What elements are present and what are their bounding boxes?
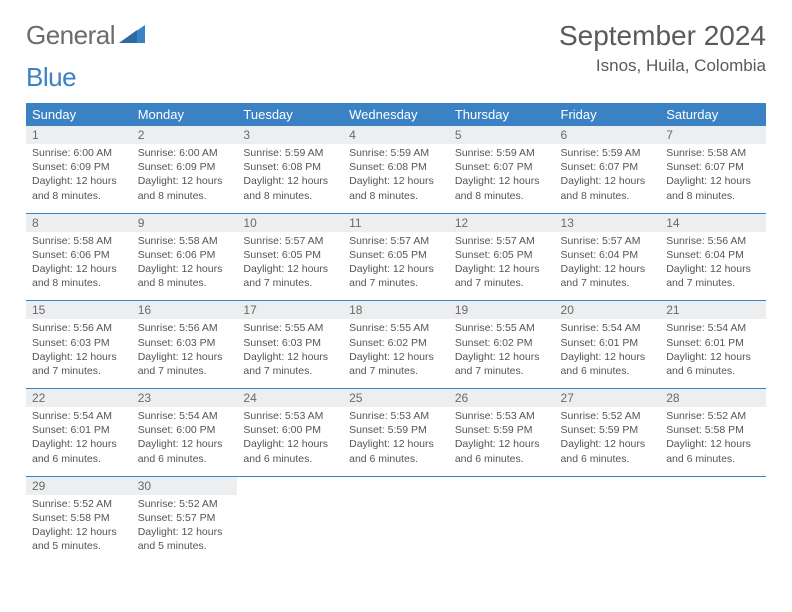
day-detail: Sunrise: 5:55 AMSunset: 6:03 PMDaylight:… xyxy=(237,319,343,388)
day-detail-row: Sunrise: 5:52 AMSunset: 5:58 PMDaylight:… xyxy=(26,495,766,564)
day-number: 8 xyxy=(26,214,132,232)
day-number-row: 891011121314 xyxy=(26,214,766,232)
day-number: 16 xyxy=(132,301,238,319)
title-block: September 2024 Isnos, Huila, Colombia xyxy=(559,20,766,76)
day-number: 3 xyxy=(237,126,343,144)
day-number-row: 2930 xyxy=(26,477,766,495)
empty-cell xyxy=(660,477,766,495)
day-detail: Sunrise: 5:54 AMSunset: 6:01 PMDaylight:… xyxy=(555,319,661,388)
day-detail: Sunrise: 5:59 AMSunset: 6:07 PMDaylight:… xyxy=(449,144,555,213)
day-number: 19 xyxy=(449,301,555,319)
empty-cell xyxy=(343,477,449,495)
day-detail: Sunrise: 5:58 AMSunset: 6:06 PMDaylight:… xyxy=(132,232,238,301)
logo-text-general: General xyxy=(26,20,115,51)
day-detail: Sunrise: 5:54 AMSunset: 6:01 PMDaylight:… xyxy=(660,319,766,388)
day-detail: Sunrise: 5:55 AMSunset: 6:02 PMDaylight:… xyxy=(343,319,449,388)
day-detail: Sunrise: 5:56 AMSunset: 6:03 PMDaylight:… xyxy=(26,319,132,388)
day-number: 25 xyxy=(343,389,449,407)
day-detail: Sunrise: 5:56 AMSunset: 6:03 PMDaylight:… xyxy=(132,319,238,388)
day-header: Wednesday xyxy=(343,103,449,126)
day-number-row: 1234567 xyxy=(26,126,766,144)
day-detail: Sunrise: 5:54 AMSunset: 6:01 PMDaylight:… xyxy=(26,407,132,476)
day-header: Tuesday xyxy=(237,103,343,126)
day-detail: Sunrise: 5:52 AMSunset: 5:57 PMDaylight:… xyxy=(132,495,238,564)
day-header: Saturday xyxy=(660,103,766,126)
day-number: 4 xyxy=(343,126,449,144)
day-detail-row: Sunrise: 5:56 AMSunset: 6:03 PMDaylight:… xyxy=(26,319,766,388)
empty-cell xyxy=(449,477,555,495)
calendar-header-row: SundayMondayTuesdayWednesdayThursdayFrid… xyxy=(26,103,766,126)
logo: General xyxy=(26,20,145,51)
day-number: 15 xyxy=(26,301,132,319)
day-number: 6 xyxy=(555,126,661,144)
empty-cell xyxy=(237,477,343,495)
day-number: 21 xyxy=(660,301,766,319)
day-number-row: 15161718192021 xyxy=(26,301,766,319)
empty-cell xyxy=(449,495,555,564)
day-detail: Sunrise: 5:57 AMSunset: 6:05 PMDaylight:… xyxy=(343,232,449,301)
day-detail: Sunrise: 5:53 AMSunset: 5:59 PMDaylight:… xyxy=(449,407,555,476)
day-detail: Sunrise: 5:54 AMSunset: 6:00 PMDaylight:… xyxy=(132,407,238,476)
day-number: 17 xyxy=(237,301,343,319)
day-detail: Sunrise: 5:59 AMSunset: 6:07 PMDaylight:… xyxy=(555,144,661,213)
day-number: 9 xyxy=(132,214,238,232)
day-detail-row: Sunrise: 5:58 AMSunset: 6:06 PMDaylight:… xyxy=(26,232,766,301)
day-number-row: 22232425262728 xyxy=(26,389,766,407)
day-number: 12 xyxy=(449,214,555,232)
day-detail: Sunrise: 5:53 AMSunset: 5:59 PMDaylight:… xyxy=(343,407,449,476)
day-number: 23 xyxy=(132,389,238,407)
day-number: 27 xyxy=(555,389,661,407)
day-number: 29 xyxy=(26,477,132,495)
day-detail: Sunrise: 5:57 AMSunset: 6:05 PMDaylight:… xyxy=(237,232,343,301)
empty-cell xyxy=(555,495,661,564)
day-number: 7 xyxy=(660,126,766,144)
day-detail: Sunrise: 5:58 AMSunset: 6:06 PMDaylight:… xyxy=(26,232,132,301)
day-number: 13 xyxy=(555,214,661,232)
day-detail: Sunrise: 5:59 AMSunset: 6:08 PMDaylight:… xyxy=(343,144,449,213)
day-detail: Sunrise: 5:52 AMSunset: 5:58 PMDaylight:… xyxy=(26,495,132,564)
empty-cell xyxy=(237,495,343,564)
day-header: Thursday xyxy=(449,103,555,126)
day-detail: Sunrise: 5:58 AMSunset: 6:07 PMDaylight:… xyxy=(660,144,766,213)
empty-cell xyxy=(555,477,661,495)
day-detail: Sunrise: 5:57 AMSunset: 6:05 PMDaylight:… xyxy=(449,232,555,301)
day-detail: Sunrise: 5:59 AMSunset: 6:08 PMDaylight:… xyxy=(237,144,343,213)
day-detail: Sunrise: 5:52 AMSunset: 5:59 PMDaylight:… xyxy=(555,407,661,476)
day-header: Sunday xyxy=(26,103,132,126)
calendar-table: SundayMondayTuesdayWednesdayThursdayFrid… xyxy=(26,103,766,563)
day-number: 2 xyxy=(132,126,238,144)
day-detail: Sunrise: 5:55 AMSunset: 6:02 PMDaylight:… xyxy=(449,319,555,388)
day-number: 18 xyxy=(343,301,449,319)
day-number: 10 xyxy=(237,214,343,232)
day-number: 26 xyxy=(449,389,555,407)
empty-cell xyxy=(343,495,449,564)
logo-triangle-icon xyxy=(119,19,145,50)
logo-text-blue: Blue xyxy=(26,62,76,92)
day-detail: Sunrise: 5:57 AMSunset: 6:04 PMDaylight:… xyxy=(555,232,661,301)
day-number: 11 xyxy=(343,214,449,232)
day-detail-row: Sunrise: 5:54 AMSunset: 6:01 PMDaylight:… xyxy=(26,407,766,476)
day-detail-row: Sunrise: 6:00 AMSunset: 6:09 PMDaylight:… xyxy=(26,144,766,213)
day-header: Monday xyxy=(132,103,238,126)
day-number: 20 xyxy=(555,301,661,319)
day-number: 24 xyxy=(237,389,343,407)
day-number: 5 xyxy=(449,126,555,144)
day-detail: Sunrise: 6:00 AMSunset: 6:09 PMDaylight:… xyxy=(26,144,132,213)
day-detail: Sunrise: 5:52 AMSunset: 5:58 PMDaylight:… xyxy=(660,407,766,476)
day-header: Friday xyxy=(555,103,661,126)
month-title: September 2024 xyxy=(559,20,766,52)
empty-cell xyxy=(660,495,766,564)
day-detail: Sunrise: 5:56 AMSunset: 6:04 PMDaylight:… xyxy=(660,232,766,301)
day-detail: Sunrise: 5:53 AMSunset: 6:00 PMDaylight:… xyxy=(237,407,343,476)
day-number: 1 xyxy=(26,126,132,144)
day-number: 30 xyxy=(132,477,238,495)
day-number: 22 xyxy=(26,389,132,407)
day-number: 14 xyxy=(660,214,766,232)
day-detail: Sunrise: 6:00 AMSunset: 6:09 PMDaylight:… xyxy=(132,144,238,213)
location: Isnos, Huila, Colombia xyxy=(559,56,766,76)
day-number: 28 xyxy=(660,389,766,407)
